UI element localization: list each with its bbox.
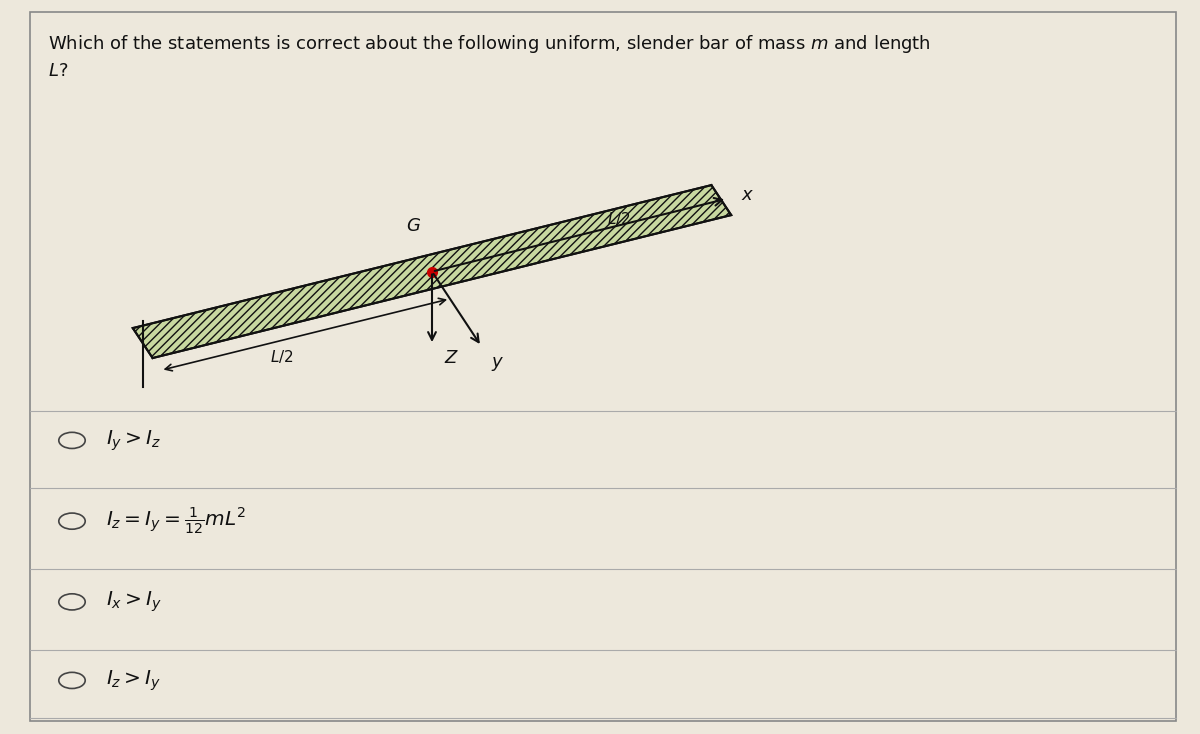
FancyBboxPatch shape — [30, 12, 1176, 721]
Text: $L/2$: $L/2$ — [607, 210, 630, 227]
Text: $I_y > I_z$: $I_y > I_z$ — [106, 428, 161, 453]
Text: $x$: $x$ — [742, 186, 755, 204]
Polygon shape — [133, 185, 731, 358]
Text: $L/2$: $L/2$ — [270, 348, 293, 365]
Text: $y$: $y$ — [491, 355, 504, 374]
Text: $I_x > I_y$: $I_x > I_y$ — [106, 589, 162, 614]
Text: $Z$: $Z$ — [444, 349, 460, 367]
Text: $I_z = I_y = \frac{1}{12}mL^2$: $I_z = I_y = \frac{1}{12}mL^2$ — [106, 506, 246, 537]
Text: Which of the statements is correct about the following uniform, slender bar of m: Which of the statements is correct about… — [48, 33, 931, 55]
Text: $G$: $G$ — [407, 217, 421, 235]
Text: $I_z > I_y$: $I_z > I_y$ — [106, 668, 161, 693]
Text: $L$?: $L$? — [48, 62, 68, 81]
